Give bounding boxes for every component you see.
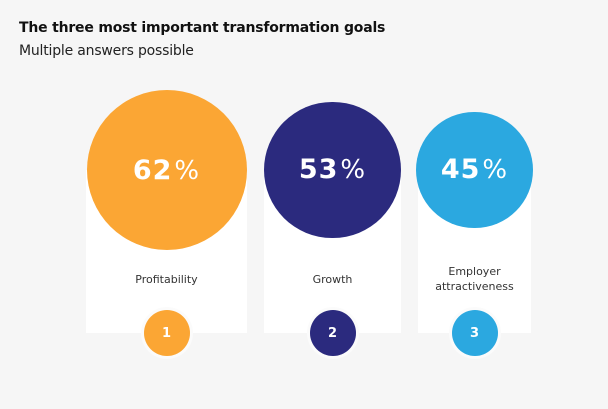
rank-badge: 2 [309,310,356,356]
chart-title: The three most important transformation … [19,20,386,36]
rank-badge: 1 [143,310,190,356]
category-label: Employer attractiveness [435,265,514,293]
chart-subtitle: Multiple answers possible [19,43,194,59]
value-label: 53% [298,154,367,186]
percent-sign: % [174,155,201,186]
percent-sign: % [340,155,367,186]
category-label: Growth [312,273,353,286]
category-label: Profitability [135,273,198,286]
value-bubble: 62% [86,90,247,250]
value-label: 45% [440,154,509,186]
rank-badge: 3 [451,310,498,356]
percent-sign: % [482,155,509,186]
value-bubble: 53% [264,101,401,239]
value-label: 62% [132,154,201,186]
value-bubble: 45% [416,111,533,229]
